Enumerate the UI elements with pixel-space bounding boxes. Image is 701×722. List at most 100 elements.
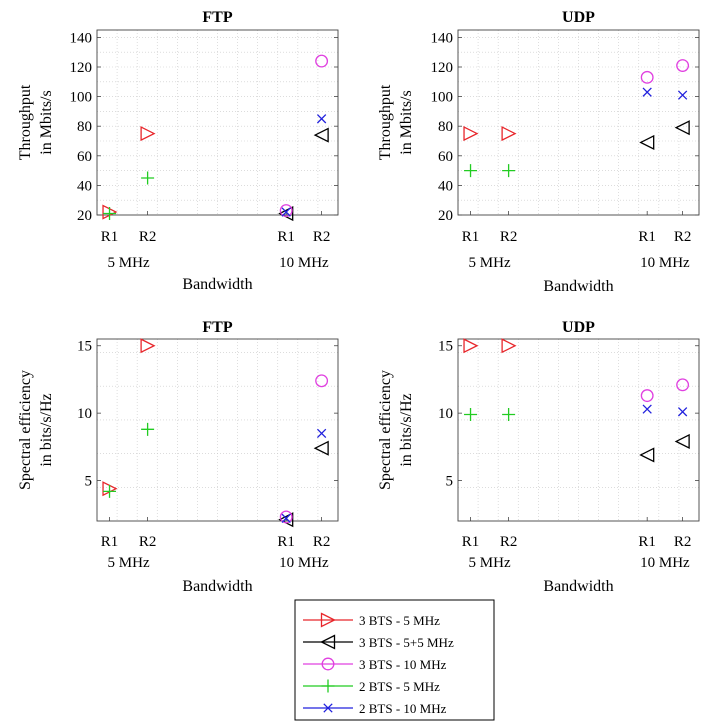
y-tick-label: 15 — [77, 339, 92, 355]
y-tick-label: 60 — [77, 149, 92, 165]
x-tick-label: R2 — [313, 534, 331, 550]
x-tick-label: R2 — [500, 229, 518, 245]
data-point — [641, 72, 653, 84]
x-tick-label: R2 — [313, 229, 331, 245]
data-point — [103, 485, 116, 498]
data-point — [641, 448, 654, 461]
y-tick-label: 80 — [77, 119, 92, 135]
legend: 3 BTS - 5 MHz 3 BTS - 5+5 MHz 3 BTS - 10 M… — [295, 600, 494, 720]
x-tick-label: R1 — [277, 229, 295, 245]
x-tick-label: R1 — [277, 534, 295, 550]
x-group-label: 10 MHz — [640, 555, 690, 571]
y-axis-label: Throughput — [377, 84, 394, 160]
x-tick-label: R2 — [139, 229, 157, 245]
data-point — [502, 127, 515, 140]
legend-label: 3 BTS - 10 MHz — [359, 657, 447, 672]
data-point — [677, 379, 689, 391]
data-point — [502, 339, 515, 352]
chart-panel-3: FTP 5 10 15 Spectral efficiency in bits/s/Hz R… — [17, 319, 338, 595]
legend-entry: 3 BTS - 5 MHz — [303, 613, 440, 628]
data-point — [141, 423, 154, 436]
x-axis-label: Bandwidth — [182, 276, 252, 293]
x-tick-label: R2 — [674, 534, 692, 550]
legend-label: 3 BTS - 5+5 MHz — [359, 635, 454, 650]
x-axis-label: Bandwidth — [543, 578, 613, 595]
y-axis-label: Spectral efficiency — [377, 370, 394, 490]
grid — [97, 339, 338, 521]
x-group-label: 10 MHz — [279, 255, 329, 271]
y-tick-label: 80 — [438, 119, 453, 135]
data-point — [676, 435, 689, 448]
y-tick-label: 20 — [77, 208, 92, 224]
y-tick-label: 120 — [431, 60, 454, 76]
data-point — [317, 429, 325, 437]
x-group-label: 5 MHz — [469, 255, 511, 271]
x-tick-label: R1 — [638, 534, 656, 550]
x-group-label: 5 MHz — [469, 555, 511, 571]
chart-panel-2: UDP 20 40 60 80 100 120 140 Throughput in Mbits/s… — [377, 9, 699, 295]
data-points — [103, 55, 328, 220]
data-point — [678, 91, 686, 99]
y-tick-label: 20 — [438, 208, 453, 224]
y-tick-label: 60 — [438, 149, 453, 165]
y-axis-label: in bits/s/Hz — [398, 393, 415, 466]
y-axis-label: in bits/s/Hz — [38, 393, 55, 466]
x-tick-label: R2 — [674, 229, 692, 245]
grid — [458, 30, 699, 215]
y-tick-label: 40 — [77, 178, 92, 194]
data-point — [677, 60, 689, 72]
data-point — [678, 408, 686, 416]
data-point — [641, 390, 653, 402]
chart-title: UDP — [562, 9, 595, 26]
chart-title: FTP — [202, 9, 232, 26]
x-axis-label: Bandwidth — [182, 578, 252, 595]
x-tick-label: R1 — [101, 534, 119, 550]
y-tick-label: 100 — [70, 90, 93, 106]
y-tick-label: 140 — [70, 30, 93, 46]
y-tick-label: 10 — [438, 406, 453, 422]
data-point — [502, 408, 515, 421]
y-tick-label: 10 — [77, 406, 92, 422]
x-group-label: 5 MHz — [108, 555, 150, 571]
chart-panels: FTP20406080100120140Throughput in Mbits/s… — [17, 9, 699, 595]
data-points — [464, 60, 689, 177]
x-tick-label: R1 — [638, 229, 656, 245]
data-point — [317, 115, 325, 123]
data-point — [315, 442, 328, 455]
chart-panel-4: UDP 5 10 15 Spectral efficiency in bits/s/Hz R… — [377, 319, 699, 595]
y-tick-label: 140 — [431, 30, 454, 46]
y-tick-label: 100 — [431, 90, 454, 106]
data-point — [141, 172, 154, 185]
x-tick-label: R1 — [462, 534, 480, 550]
y-axis-label: in Mbits/s — [38, 90, 55, 154]
x-tick-label: R2 — [139, 534, 157, 550]
y-tick-label: 15 — [438, 339, 453, 355]
chart-panel-1: FTP 20 40 60 80 100 120 140 Throughput in Mbits/s… — [17, 9, 338, 293]
data-point — [316, 55, 328, 67]
y-axis-label: in Mbits/s — [398, 90, 415, 154]
x-axis-label: Bandwidth — [543, 278, 613, 295]
data-points — [464, 339, 689, 461]
legend-label: 2 BTS - 10 MHz — [359, 701, 447, 716]
legend-label: 2 BTS - 5 MHz — [359, 679, 440, 694]
x-tick-label: R2 — [500, 534, 518, 550]
data-point — [676, 121, 689, 134]
legend-label: 3 BTS - 5 MHz — [359, 613, 440, 628]
x-tick-label: R1 — [462, 229, 480, 245]
grid — [97, 30, 338, 215]
x-group-label: 5 MHz — [108, 255, 150, 271]
chart-title: FTP — [202, 319, 232, 336]
x-tick-label: R1 — [101, 229, 119, 245]
data-point — [141, 127, 154, 140]
data-point — [643, 88, 651, 96]
y-axis-label: Throughput — [17, 84, 34, 160]
data-points — [103, 339, 328, 526]
y-tick-label: 40 — [438, 178, 453, 194]
x-group-label: 10 MHz — [279, 555, 329, 571]
x-group-label: 10 MHz — [640, 255, 690, 271]
data-point — [141, 339, 154, 352]
data-point — [464, 164, 477, 177]
chart-title: UDP — [562, 319, 595, 336]
data-point — [315, 129, 328, 142]
